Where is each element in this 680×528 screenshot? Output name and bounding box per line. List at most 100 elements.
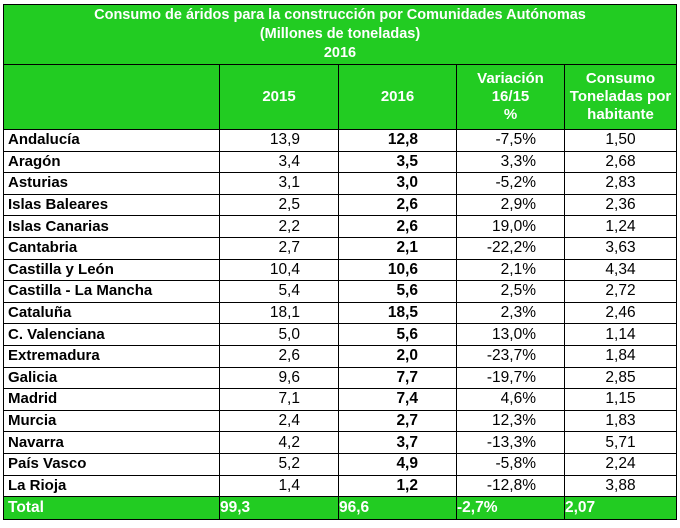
header-variation-line-3: % bbox=[503, 106, 518, 123]
value-2015-cell: 2,7 bbox=[219, 236, 339, 260]
variation-cell: 2,5% bbox=[456, 280, 565, 303]
region-cell: Extremadura bbox=[3, 344, 220, 368]
value-2016-cell: 18,5 bbox=[338, 301, 457, 325]
value-2015-cell: 2,4 bbox=[219, 409, 339, 433]
region-cell: Castilla y León bbox=[3, 258, 220, 282]
per-capita-cell: 2,72 bbox=[564, 280, 677, 303]
value-2016-cell: 3,0 bbox=[338, 172, 457, 195]
per-capita-cell: 2,68 bbox=[564, 150, 677, 174]
table-row: Asturias 3,1 3,0 -5,2% 2,83 bbox=[3, 172, 677, 195]
table-row: C. Valenciana 5,0 5,6 13,0% 1,14 bbox=[3, 323, 677, 346]
region-cell: Castilla - La Mancha bbox=[3, 280, 220, 303]
value-2015-cell: 2,5 bbox=[219, 193, 339, 217]
value-2015-cell: 2,6 bbox=[219, 344, 339, 368]
variation-cell: -13,3% bbox=[456, 431, 565, 454]
region-cell: Navarra bbox=[3, 431, 220, 454]
table-row: Islas Baleares 2,5 2,6 2,9% 2,36 bbox=[3, 193, 677, 217]
region-cell: Islas Canarias bbox=[3, 215, 220, 238]
region-cell: Murcia bbox=[3, 409, 220, 433]
title-line-3: 2016 bbox=[323, 45, 357, 61]
total-variation: -2,7% bbox=[456, 496, 565, 521]
title-line-2: (Millones de toneladas) bbox=[259, 26, 421, 42]
per-capita-cell: 2,36 bbox=[564, 193, 677, 217]
value-2016-cell: 3,5 bbox=[338, 150, 457, 174]
header-variation: Variación 16/15 % bbox=[456, 64, 565, 130]
variation-cell: -23,7% bbox=[456, 344, 565, 368]
region-cell: Galicia bbox=[3, 366, 220, 390]
value-2016-cell: 4,9 bbox=[338, 452, 457, 476]
value-2015-cell: 3,1 bbox=[219, 172, 339, 195]
variation-cell: -5,8% bbox=[456, 452, 565, 476]
total-per-capita: 2,07 bbox=[564, 496, 677, 521]
region-cell: La Rioja bbox=[3, 474, 220, 498]
value-2016-cell: 3,7 bbox=[338, 431, 457, 454]
header-variation-line-2: 16/15 bbox=[491, 88, 530, 105]
header-consumption: Consumo Toneladas por habitante bbox=[564, 64, 677, 130]
value-2015-cell: 7,1 bbox=[219, 388, 339, 411]
header-2015: 2015 bbox=[219, 64, 339, 130]
per-capita-cell: 2,85 bbox=[564, 366, 677, 390]
aggregates-consumption-table: Consumo de áridos para la construcción p… bbox=[3, 4, 677, 521]
header-2016: 2016 bbox=[338, 64, 457, 130]
table-row: Extremadura 2,6 2,0 -23,7% 1,84 bbox=[3, 344, 677, 368]
per-capita-cell: 5,71 bbox=[564, 431, 677, 454]
table-row: Islas Canarias 2,2 2,6 19,0% 1,24 bbox=[3, 215, 677, 238]
table-row: Castilla y León 10,4 10,6 2,1% 4,34 bbox=[3, 258, 677, 282]
total-label: Total bbox=[3, 496, 220, 521]
region-cell: Cataluña bbox=[3, 301, 220, 325]
value-2016-cell: 7,7 bbox=[338, 366, 457, 390]
variation-cell: -19,7% bbox=[456, 366, 565, 390]
table-row: Galicia 9,6 7,7 -19,7% 2,85 bbox=[3, 366, 677, 390]
table-row: Andalucía 13,9 12,8 -7,5% 1,50 bbox=[3, 129, 677, 152]
variation-cell: 3,3% bbox=[456, 150, 565, 174]
variation-cell: 12,3% bbox=[456, 409, 565, 433]
per-capita-cell: 4,34 bbox=[564, 258, 677, 282]
value-2015-cell: 9,6 bbox=[219, 366, 339, 390]
title-line-1: Consumo de áridos para la construcción p… bbox=[94, 7, 586, 23]
variation-cell: 19,0% bbox=[456, 215, 565, 238]
value-2016-cell: 7,4 bbox=[338, 388, 457, 411]
per-capita-cell: 2,24 bbox=[564, 452, 677, 476]
per-capita-cell: 2,83 bbox=[564, 172, 677, 195]
value-2016-cell: 2,6 bbox=[338, 215, 457, 238]
total-2015: 99,3 bbox=[219, 496, 339, 521]
value-2015-cell: 2,2 bbox=[219, 215, 339, 238]
variation-cell: 13,0% bbox=[456, 323, 565, 346]
per-capita-cell: 3,88 bbox=[564, 474, 677, 498]
variation-cell: 2,1% bbox=[456, 258, 565, 282]
region-cell: Andalucía bbox=[3, 129, 220, 152]
value-2016-cell: 5,6 bbox=[338, 323, 457, 346]
value-2015-cell: 5,2 bbox=[219, 452, 339, 476]
value-2016-cell: 12,8 bbox=[338, 129, 457, 152]
region-cell: C. Valenciana bbox=[3, 323, 220, 346]
value-2016-cell: 2,0 bbox=[338, 344, 457, 368]
table-row: Murcia 2,4 2,7 12,3% 1,83 bbox=[3, 409, 677, 433]
table-row: País Vasco 5,2 4,9 -5,8% 2,24 bbox=[3, 452, 677, 476]
per-capita-cell: 1,14 bbox=[564, 323, 677, 346]
header-consumption-line-3: habitante bbox=[587, 106, 654, 123]
region-cell: Asturias bbox=[3, 172, 220, 195]
per-capita-cell: 1,50 bbox=[564, 129, 677, 152]
column-header-row: 2015 2016 Variación 16/15 % Consumo Tone… bbox=[3, 64, 677, 130]
value-2015-cell: 13,9 bbox=[219, 129, 339, 152]
region-cell: País Vasco bbox=[3, 452, 220, 476]
variation-cell: 4,6% bbox=[456, 388, 565, 411]
variation-cell: 2,3% bbox=[456, 301, 565, 325]
per-capita-cell: 1,84 bbox=[564, 344, 677, 368]
region-cell: Cantabria bbox=[3, 236, 220, 260]
value-2016-cell: 2,1 bbox=[338, 236, 457, 260]
variation-cell: -22,2% bbox=[456, 236, 565, 260]
variation-cell: -7,5% bbox=[456, 129, 565, 152]
header-consumption-line-2: Toneladas por bbox=[569, 88, 672, 105]
variation-cell: -5,2% bbox=[456, 172, 565, 195]
header-region bbox=[3, 64, 220, 130]
table-row: Aragón 3,4 3,5 3,3% 2,68 bbox=[3, 150, 677, 174]
total-2016: 96,6 bbox=[338, 496, 457, 521]
table-row: Cataluña 18,1 18,5 2,3% 2,46 bbox=[3, 301, 677, 325]
table-title: Consumo de áridos para la construcción p… bbox=[3, 4, 677, 65]
value-2015-cell: 18,1 bbox=[219, 301, 339, 325]
value-2015-cell: 5,4 bbox=[219, 280, 339, 303]
variation-cell: 2,9% bbox=[456, 193, 565, 217]
value-2015-cell: 4,2 bbox=[219, 431, 339, 454]
value-2015-cell: 10,4 bbox=[219, 258, 339, 282]
